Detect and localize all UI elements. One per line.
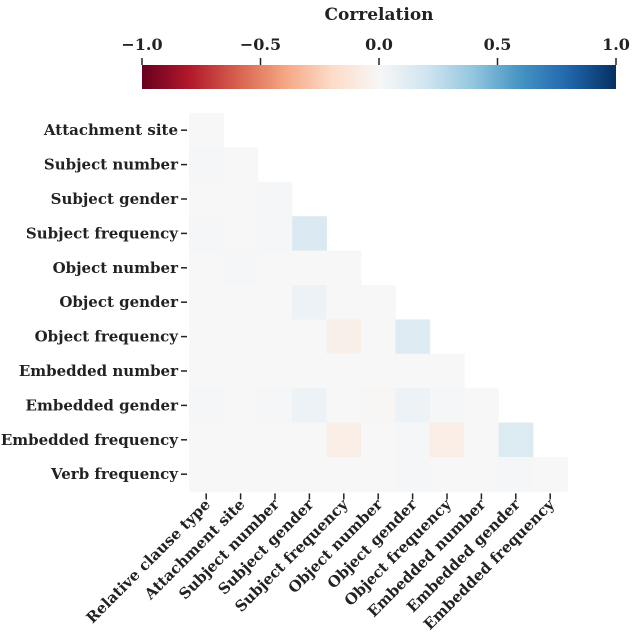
row-label-subject-frequency: Subject frequency: [26, 224, 179, 242]
row-label-object-frequency: Object frequency: [35, 328, 180, 346]
heatmap-cell-embedded-gender-x-object-frequency: [429, 388, 465, 423]
heatmap-cell-embedded-number-x-relative-clause-type: [189, 353, 224, 389]
heatmap-cell-object-gender-x-subject-number: [257, 285, 293, 320]
heatmap-cell-object-frequency-x-object-number: [361, 319, 396, 355]
heatmap-cell-subject-number-x-relative-clause-type: [189, 147, 224, 183]
heatmap-cell-embedded-frequency-x-subject-frequency: [326, 422, 362, 458]
heatmap-cells: [189, 113, 568, 492]
row-label-embedded-frequency: Embedded frequency: [1, 431, 179, 449]
row-labels: Attachment site Subject number Subject gen…: [1, 121, 187, 483]
colorbar-tick-label: −1.0: [121, 35, 162, 54]
colorbar-tick-label: 0.5: [484, 35, 512, 54]
heatmap-cell-embedded-frequency-x-subject-number: [257, 422, 293, 458]
heatmap-cell-embedded-frequency-x-subject-gender: [292, 422, 327, 458]
row-label-object-gender: Object gender: [59, 293, 179, 311]
heatmap-cell-subject-frequency-x-subject-number: [257, 216, 293, 251]
heatmap-cell-embedded-frequency-x-object-number: [361, 422, 396, 458]
heatmap-cell-object-number-x-subject-number: [257, 250, 293, 286]
heatmap-cell-object-number-x-relative-clause-type: [189, 250, 224, 286]
row-label-subject-gender: Subject gender: [51, 190, 179, 208]
heatmap-cell-embedded-gender-x-embedded-number: [464, 388, 499, 423]
colorbar-tick-label: 0.0: [365, 35, 393, 54]
row-label-verb-frequency: Verb frequency: [50, 465, 179, 483]
heatmap-cell-object-gender-x-relative-clause-type: [189, 285, 224, 320]
heatmap-cell-verb-frequency-x-attachment-site: [223, 457, 259, 492]
heatmap-cell-object-gender-x-subject-frequency: [326, 285, 362, 320]
heatmap-cell-verb-frequency-x-object-gender: [395, 457, 431, 492]
heatmap-cell-embedded-gender-x-subject-gender: [292, 388, 327, 423]
heatmap-cell-subject-number-x-attachment-site: [223, 147, 259, 183]
heatmap-cell-verb-frequency-x-subject-gender: [292, 457, 327, 492]
row-label-object-number: Object number: [53, 259, 180, 277]
heatmap-cell-object-gender-x-attachment-site: [223, 285, 259, 320]
heatmap-cell-embedded-number-x-object-gender: [395, 353, 431, 389]
heatmap-cell-subject-gender-x-relative-clause-type: [189, 181, 224, 217]
heatmap-cell-verb-frequency-x-embedded-number: [464, 457, 499, 492]
heatmap-cell-object-frequency-x-subject-number: [257, 319, 293, 355]
heatmap-cell-embedded-number-x-object-frequency: [429, 353, 465, 389]
heatmap-cell-embedded-gender-x-relative-clause-type: [189, 388, 224, 423]
heatmap-cell-embedded-number-x-attachment-site: [223, 353, 259, 389]
heatmap-cell-verb-frequency-x-subject-frequency: [326, 457, 362, 492]
heatmap-cell-verb-frequency-x-embedded-gender: [498, 457, 534, 492]
heatmap-cell-embedded-frequency-x-object-frequency: [429, 422, 465, 458]
row-label-attachment-site: Attachment site: [43, 121, 178, 139]
colorbar-tick-label: 1.0: [602, 35, 630, 54]
heatmap-cell-subject-gender-x-attachment-site: [223, 181, 259, 217]
heatmap-cell-embedded-frequency-x-attachment-site: [223, 422, 259, 458]
heatmap-cell-object-frequency-x-attachment-site: [223, 319, 259, 355]
heatmap-cell-embedded-frequency-x-embedded-gender: [498, 422, 534, 458]
heatmap-cell-object-number-x-subject-gender: [292, 250, 327, 286]
row-label-subject-number: Subject number: [44, 156, 179, 174]
heatmap-cell-object-frequency-x-subject-frequency: [326, 319, 362, 355]
heatmap-cell-object-frequency-x-subject-gender: [292, 319, 327, 355]
heatmap-cell-verb-frequency-x-object-number: [361, 457, 396, 492]
colorbar-tick-label: −0.5: [240, 35, 281, 54]
heatmap-cell-embedded-number-x-subject-gender: [292, 353, 327, 389]
heatmap-cell-object-gender-x-object-number: [361, 285, 396, 320]
heatmap-cell-subject-frequency-x-subject-gender: [292, 216, 327, 251]
row-label-embedded-number: Embedded number: [19, 362, 179, 380]
heatmap-cell-verb-frequency-x-subject-number: [257, 457, 293, 492]
heatmap-cell-embedded-gender-x-subject-frequency: [326, 388, 362, 423]
colorbar-title: Correlation: [324, 5, 433, 25]
heatmap-cell-object-number-x-subject-frequency: [326, 250, 362, 286]
heatmap-cell-verb-frequency-x-embedded-frequency: [533, 457, 568, 492]
colorbar-ticks: −1.0 −0.5 0.0 0.5 1.0: [121, 35, 630, 65]
heatmap-cell-embedded-number-x-subject-number: [257, 353, 293, 389]
heatmap-cell-embedded-frequency-x-relative-clause-type: [189, 422, 224, 458]
row-label-embedded-gender: Embedded gender: [26, 396, 180, 414]
heatmap-cell-embedded-gender-x-object-number: [361, 388, 396, 423]
heatmap-cell-object-number-x-attachment-site: [223, 250, 259, 286]
heatmap-cell-embedded-gender-x-attachment-site: [223, 388, 259, 423]
heatmap-cell-embedded-number-x-subject-frequency: [326, 353, 362, 389]
heatmap-cell-attachment-site-x-relative-clause-type: [189, 113, 224, 148]
heatmap-cell-embedded-frequency-x-object-gender: [395, 422, 431, 458]
heatmap-cell-embedded-gender-x-subject-number: [257, 388, 293, 423]
heatmap-cell-object-frequency-x-object-gender: [395, 319, 431, 355]
heatmap-cell-subject-frequency-x-attachment-site: [223, 216, 259, 251]
heatmap-cell-object-frequency-x-relative-clause-type: [189, 319, 224, 355]
colorbar: [142, 65, 616, 89]
heatmap-cell-object-gender-x-subject-gender: [292, 285, 327, 320]
heatmap-cell-subject-frequency-x-relative-clause-type: [189, 216, 224, 251]
heatmap-cell-embedded-gender-x-object-gender: [395, 388, 431, 423]
heatmap-cell-embedded-number-x-object-number: [361, 353, 396, 389]
heatmap-cell-verb-frequency-x-object-frequency: [429, 457, 465, 492]
heatmap-cell-embedded-frequency-x-embedded-number: [464, 422, 499, 458]
heatmap-cell-subject-gender-x-subject-number: [257, 181, 293, 217]
heatmap-cell-verb-frequency-x-relative-clause-type: [189, 457, 224, 492]
